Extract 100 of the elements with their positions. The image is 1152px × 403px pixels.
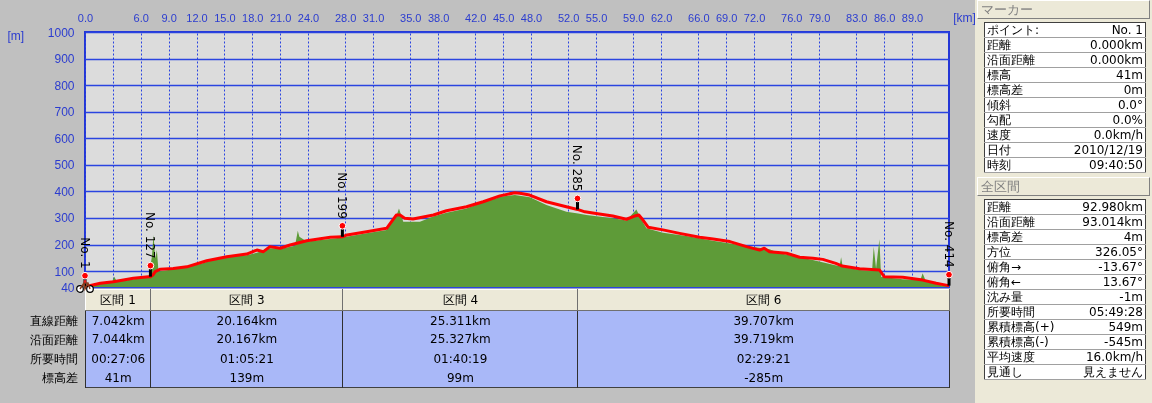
category-label: 累積標高(+) bbox=[987, 320, 1055, 334]
y-tick-label: 700 bbox=[54, 105, 75, 120]
x-tick-label: 24.0 bbox=[297, 11, 320, 24]
category-label: 傾斜 bbox=[987, 98, 1011, 112]
category-label: 沈み量 bbox=[987, 290, 1023, 304]
text: 全区間 bbox=[977, 177, 1150, 196]
text: 05:49:28 bbox=[1089, 305, 1143, 319]
text: 2010/12/19 bbox=[1073, 143, 1143, 157]
text: -545m bbox=[1104, 335, 1143, 349]
x-tick-label: 62.0 bbox=[650, 11, 673, 24]
category-label: 勾配 bbox=[987, 113, 1011, 127]
text: 0.000km bbox=[1090, 38, 1143, 52]
x-tick-label: 9.0 bbox=[161, 11, 177, 24]
annotation: No. 127 bbox=[143, 212, 158, 259]
text: 549m bbox=[1108, 320, 1143, 334]
category-label: 区間 6 bbox=[577, 289, 950, 311]
text: 0.0% bbox=[1112, 113, 1143, 127]
annotation: No. 1 bbox=[78, 237, 92, 269]
x-tick-label: 86.0 bbox=[873, 11, 896, 24]
y-tick-label: 400 bbox=[54, 184, 75, 199]
text: 7.042km bbox=[91, 313, 145, 328]
text: 4m bbox=[1123, 230, 1143, 244]
x-tick-label: 83.0 bbox=[846, 11, 868, 24]
category-label: 方位 bbox=[987, 245, 1011, 259]
text: 93.014km bbox=[1082, 215, 1143, 229]
text: 41m bbox=[104, 370, 132, 385]
text: 0m bbox=[1123, 83, 1143, 97]
text: 39.707km bbox=[733, 313, 795, 328]
text: 92.980km bbox=[1082, 200, 1143, 214]
category-label: 見通し bbox=[987, 365, 1023, 379]
category-label: 区間 3 bbox=[150, 289, 343, 311]
text: 13.67° bbox=[1102, 275, 1143, 289]
text: 25.311km bbox=[430, 313, 491, 328]
text: -1m bbox=[1119, 290, 1143, 304]
x-tick-label: 15.0 bbox=[214, 11, 236, 24]
category-label: 平均速度 bbox=[987, 350, 1035, 364]
x-tick-label: 18.0 bbox=[242, 11, 264, 24]
y-tick-label: 500 bbox=[54, 158, 75, 173]
text: 139m bbox=[229, 370, 265, 385]
text: 00:27:06 bbox=[91, 351, 146, 366]
x-tick-label: 42.0 bbox=[465, 11, 487, 24]
text: 20.167km bbox=[216, 332, 278, 347]
y-tick-label: 200 bbox=[54, 238, 75, 252]
x-tick-label: 12.0 bbox=[186, 11, 208, 24]
category-label: 沿面距離 bbox=[987, 215, 1035, 229]
x-tick-label: 66.0 bbox=[688, 11, 710, 24]
text: マーカー bbox=[977, 0, 1150, 19]
y-tick-label: 40 bbox=[61, 280, 75, 295]
category-label: 標高差 bbox=[987, 83, 1023, 97]
x-tick-label: 76.0 bbox=[781, 11, 803, 24]
category-label: 標高差 bbox=[987, 230, 1023, 244]
y-tick-label: 800 bbox=[54, 78, 75, 93]
category-label: 沿面距離 bbox=[987, 53, 1035, 67]
text: No. 1 bbox=[1111, 23, 1143, 37]
x-axis-title: [km] bbox=[953, 10, 976, 25]
annotation: No. 414 bbox=[942, 221, 956, 268]
text: 99m bbox=[446, 370, 474, 385]
text: 見えません bbox=[1083, 365, 1143, 379]
text: -285m bbox=[744, 370, 784, 385]
category-label: 標高差 bbox=[42, 371, 78, 385]
category-label: 累積標高(-) bbox=[987, 335, 1049, 349]
category-label: 標高 bbox=[987, 68, 1011, 82]
x-tick-label: 89.0 bbox=[901, 11, 924, 24]
annotation: No. 199 bbox=[335, 172, 350, 219]
text: 09:40:50 bbox=[1089, 158, 1143, 172]
text: 25.327km bbox=[430, 332, 491, 347]
x-tick-label: 6.0 bbox=[133, 11, 149, 24]
x-tick-label: 55.0 bbox=[585, 11, 608, 24]
text: 20.164km bbox=[216, 313, 278, 328]
text: 326.05° bbox=[1095, 245, 1143, 259]
category-label: ポイント: bbox=[987, 23, 1040, 37]
x-tick-label: 52.0 bbox=[557, 11, 580, 24]
y-tick-label: 600 bbox=[54, 131, 75, 146]
x-tick-label: 45.0 bbox=[492, 11, 515, 24]
text: 02:29:21 bbox=[736, 351, 791, 366]
category-label: 区間 4 bbox=[342, 289, 578, 311]
text: 41m bbox=[1116, 68, 1143, 82]
category-label: 日付 bbox=[987, 143, 1011, 157]
y-tick-label: 300 bbox=[54, 211, 75, 226]
category-label: 速度 bbox=[987, 128, 1011, 142]
category-label: 直線距離 bbox=[30, 314, 78, 328]
y-tick-label: 1000 bbox=[47, 25, 75, 40]
text: -13.67° bbox=[1098, 260, 1143, 274]
x-tick-label: 59.0 bbox=[623, 11, 645, 24]
text: 0.0km/h bbox=[1093, 128, 1143, 142]
x-tick-label: 28.0 bbox=[334, 11, 357, 24]
x-tick-label: 72.0 bbox=[743, 11, 766, 24]
category-label: 俯角→ bbox=[987, 260, 1022, 274]
text: 0.000km bbox=[1090, 53, 1143, 67]
annotation: No. 285 bbox=[570, 144, 585, 192]
text: 01:05:21 bbox=[219, 351, 274, 366]
x-tick-label: 0.0 bbox=[77, 11, 94, 24]
category-label: 距離 bbox=[987, 38, 1011, 52]
x-tick-label: 31.0 bbox=[362, 11, 385, 24]
x-tick-label: 35.0 bbox=[400, 11, 422, 24]
x-tick-label: 79.0 bbox=[808, 11, 831, 24]
category-label: 俯角← bbox=[987, 275, 1022, 289]
y-tick-label: 100 bbox=[54, 264, 75, 279]
text: 7.044km bbox=[91, 332, 145, 347]
x-tick-label: 38.0 bbox=[427, 11, 450, 24]
